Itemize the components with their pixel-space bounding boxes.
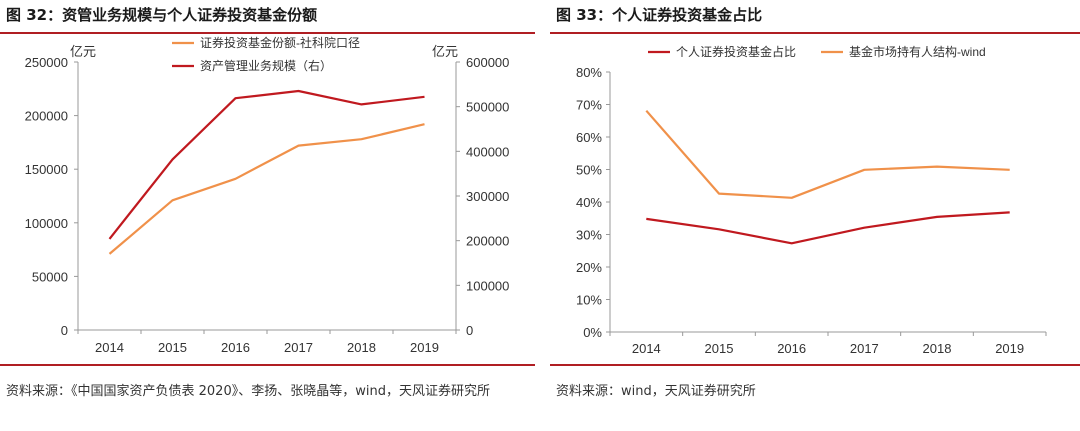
x-tick-label: 2017	[284, 340, 313, 355]
x-tick-label: 2015	[705, 341, 734, 356]
left-y-tick-label: 150000	[25, 162, 68, 177]
y-tick-label: 20%	[576, 260, 602, 275]
series-line-2	[645, 109, 1010, 199]
left-chart: 0 50000 100000 150000 200000 250000 0 100000 200…	[25, 35, 510, 355]
right-y-tick-label: 500000	[466, 100, 509, 115]
series-line-1	[646, 211, 1010, 245]
right-y-tick-label: 100000	[466, 278, 509, 293]
y-tick-label: 10%	[576, 293, 602, 308]
right-y-tick-label: 400000	[466, 144, 509, 159]
legend-label-1: 证券投资基金份额-社科院口径	[200, 35, 360, 50]
right-chart-panel: 图 33：个人证券投资基金占比 0% 10% 20% 30% 40% 50% 60% 70% 8…	[550, 0, 1080, 431]
left-source-note: 资料来源：《中国国家资产负债表 2020》、李扬、张晓晶等，wind，天风证券研…	[6, 384, 490, 399]
series-line-2	[108, 89, 425, 240]
x-tick-label: 2018	[347, 340, 376, 355]
series-line-1	[108, 123, 425, 255]
right-source-note: 资料来源：wind，天风证券研究所	[556, 384, 756, 399]
x-tick-label: 2019	[410, 340, 439, 355]
x-tick-label: 2015	[158, 340, 187, 355]
x-tick-label: 2019	[995, 341, 1024, 356]
y-tick-label: 60%	[576, 130, 602, 145]
x-tick-label: 2016	[221, 340, 250, 355]
legend-label-2: 资产管理业务规模（右）	[200, 58, 332, 73]
right-top-rule	[550, 32, 1080, 34]
y-tick-label: 0%	[583, 325, 602, 340]
right-chart: 0% 10% 20% 30% 40% 50% 60% 70% 80% 2014 2015 2016 20…	[576, 44, 1047, 356]
left-y-tick-label: 0	[61, 323, 68, 338]
left-y-tick-label: 100000	[25, 216, 68, 231]
legend-label-2: 基金市场持有人结构-wind	[849, 44, 986, 59]
y-tick-label: 40%	[576, 195, 602, 210]
left-chart-panel: 图 32：资管业务规模与个人证券投资基金份额 0 50000 100000 15000…	[0, 0, 535, 431]
right-y-tick-label: 0	[466, 323, 473, 338]
right-y-unit-label: 亿元	[432, 44, 458, 59]
left-y-tick-label: 200000	[25, 109, 68, 124]
y-tick-label: 30%	[576, 228, 602, 243]
right-bottom-rule	[550, 364, 1080, 366]
y-tick-label: 70%	[576, 98, 602, 113]
right-figure-title: 图 33：个人证券投资基金占比	[556, 6, 763, 24]
x-tick-label: 2017	[850, 341, 879, 356]
x-tick-label: 2014	[95, 340, 124, 355]
y-tick-label: 80%	[576, 65, 602, 80]
x-tick-label: 2018	[923, 341, 952, 356]
left-y-unit-label: 亿元	[70, 44, 96, 59]
right-y-tick-label: 600000	[466, 55, 509, 70]
right-y-tick-label: 300000	[466, 189, 509, 204]
y-tick-label: 50%	[576, 163, 602, 178]
x-tick-label: 2014	[632, 341, 661, 356]
left-bottom-rule	[0, 364, 535, 366]
left-y-tick-label: 50000	[32, 269, 68, 284]
left-y-tick-label: 250000	[25, 55, 68, 70]
right-y-tick-label: 200000	[466, 234, 509, 249]
x-tick-label: 2016	[777, 341, 806, 356]
left-top-rule	[0, 32, 535, 34]
left-figure-title: 图 32：资管业务规模与个人证券投资基金份额	[6, 6, 318, 24]
legend-label-1: 个人证券投资基金占比	[676, 44, 796, 59]
